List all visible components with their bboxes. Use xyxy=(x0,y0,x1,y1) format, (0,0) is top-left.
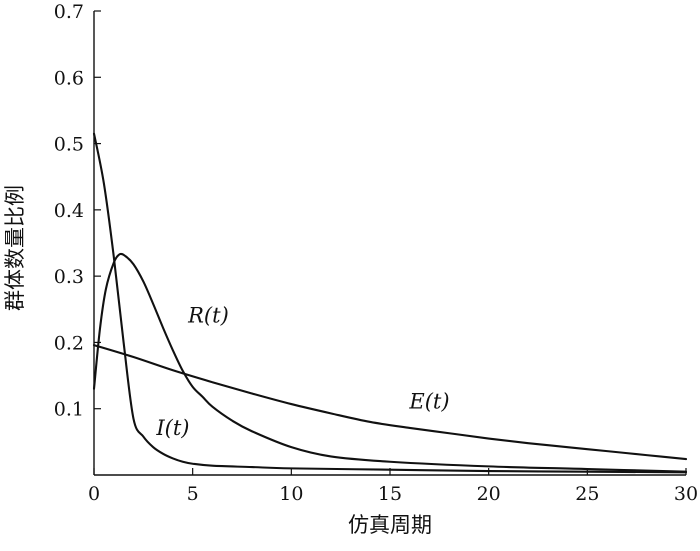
y-axis-title: 群体数量比例 xyxy=(3,185,27,311)
x-tick-label: 5 xyxy=(187,483,199,505)
y-tick-label: 0.7 xyxy=(54,1,84,23)
series-label-it: I(t) xyxy=(155,416,189,440)
x-axis-title: 仿真周期 xyxy=(348,513,432,537)
x-tick-label: 10 xyxy=(279,483,303,505)
series-label-et: E(t) xyxy=(408,390,449,414)
series-labels: E(t) R(t) I(t) xyxy=(155,304,449,441)
x-tick-label: 30 xyxy=(674,483,698,505)
series-curves xyxy=(92,132,688,474)
y-tick-label: 0.3 xyxy=(54,266,84,288)
x-tick-label: 25 xyxy=(575,483,599,505)
series-label-rt: R(t) xyxy=(187,304,229,328)
series-line-rt xyxy=(92,252,688,473)
x-tick-label: 20 xyxy=(477,483,501,505)
axes xyxy=(93,11,686,476)
series-line-it xyxy=(92,132,688,474)
ticks: 0 5 10 15 20 25 30 0.1 0.2 0.3 0.4 0.5 0.6 0.7 xyxy=(54,1,698,505)
y-tick-label: 0.6 xyxy=(54,67,84,89)
x-tick-label: 15 xyxy=(378,483,402,505)
x-tick-label: 0 xyxy=(88,483,100,505)
y-tick-label: 0.4 xyxy=(54,200,84,222)
y-tick-label: 0.1 xyxy=(54,399,84,421)
y-tick-label: 0.5 xyxy=(54,134,84,156)
y-tick-label: 0.2 xyxy=(54,332,84,354)
series-line-et xyxy=(92,344,688,461)
